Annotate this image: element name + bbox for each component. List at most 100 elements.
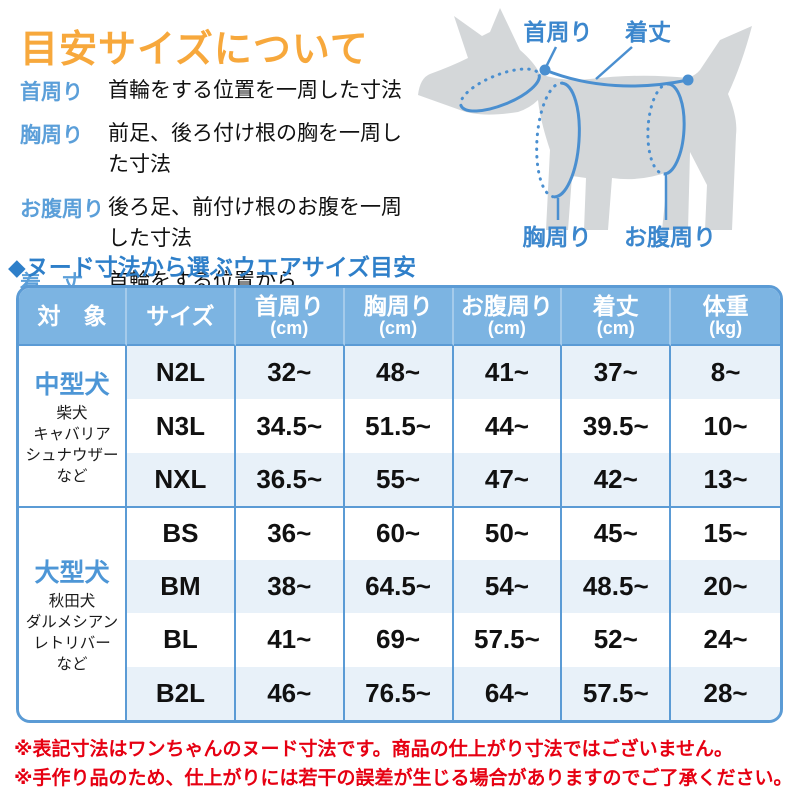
dog-diagram-svg: 首周り 着丈 胸周り お腹周り: [418, 8, 752, 250]
size-cell: N2L: [127, 346, 236, 400]
group-breed: など: [56, 655, 88, 673]
col-header-unit: (kg): [709, 317, 743, 338]
col-header-label: 首周り: [254, 293, 324, 320]
definition-belly: お腹周り 後ろ足、前付け根のお腹を一周した寸法: [20, 193, 420, 254]
dog-measurement-diagram: 首周り 着丈 胸周り お腹周り: [400, 0, 800, 258]
col-header-unit: (cm): [487, 317, 526, 338]
neck-cell: 32~: [235, 346, 345, 400]
diagram-label-length: 着丈: [625, 19, 671, 45]
length-cell: 37~: [562, 346, 672, 400]
col-header-target: 対 象: [19, 288, 127, 346]
col-header-weight: 体重 (kg): [671, 288, 780, 346]
size-cell: B2L: [127, 666, 236, 720]
chest-cell: 55~: [344, 452, 454, 507]
neck-ellipse: [459, 67, 541, 113]
group-category: 大型犬: [34, 558, 110, 587]
chest-cell: 51.5~: [344, 399, 454, 453]
col-header-label: お腹周り: [460, 293, 553, 320]
belly-cell: 44~: [453, 399, 563, 453]
group-large-dogs: 大型犬 秋田犬 ダルメシアン レトリバー など: [19, 506, 127, 720]
col-header-label: 胸周り: [363, 293, 433, 320]
belly-cell: 54~: [453, 559, 563, 614]
length-end-dot: [682, 74, 694, 86]
back-length-line: [544, 68, 689, 88]
group-breed: キャバリア: [33, 425, 111, 443]
diagram-label-chest: 胸周り: [523, 224, 592, 250]
belly-cell: 47~: [453, 452, 563, 507]
col-header-neck: 首周り (cm): [235, 288, 345, 346]
col-header-unit: (cm): [379, 317, 418, 338]
definition-desc: 後ろ足、前付け根のお腹を一周した寸法: [108, 196, 402, 250]
belly-cell: 64~: [453, 666, 563, 720]
weight-cell: 13~: [671, 452, 780, 507]
group-breed: 秋田犬: [48, 592, 96, 610]
chest-cell: 69~: [344, 613, 454, 667]
group-breed: シュナウザー: [25, 446, 119, 464]
length-cell: 42~: [562, 452, 672, 507]
footnotes: ※表記寸法はワンちゃんのヌード寸法です。商品の仕上がり寸法ではございません。 ※…: [14, 735, 794, 794]
definition-term: 胸周り: [20, 124, 83, 148]
col-header-size: サイズ: [127, 288, 236, 346]
group-category: 中型犬: [34, 370, 110, 399]
diagram-label-neck: 首周り: [524, 19, 593, 45]
definition-term: お腹周り: [20, 198, 104, 222]
length-cell: 57.5~: [562, 666, 672, 720]
col-header-unit: (cm): [596, 317, 635, 338]
footnote-handmade: ※手作り品のため、仕上がりには若干の誤差が生じる場合がありますのでご了承ください…: [14, 768, 793, 790]
col-header-unit: (cm): [270, 317, 309, 338]
length-start-dot: [539, 64, 551, 76]
definition-chest: 胸周り 前足、後ろ付け根の胸を一周した寸法: [20, 119, 420, 180]
belly-cell: 50~: [453, 506, 563, 560]
belly-cell: 57.5~: [453, 613, 563, 667]
size-cell: BL: [127, 613, 236, 667]
size-cell: BS: [127, 506, 236, 560]
weight-cell: 10~: [671, 399, 780, 453]
neck-cell: 34.5~: [235, 399, 345, 453]
diagram-label-belly: お腹周り: [624, 224, 716, 250]
weight-cell: 8~: [671, 346, 780, 400]
chest-cell: 76.5~: [344, 666, 454, 720]
neck-cell: 46~: [235, 666, 345, 720]
group-breed: 柴犬: [56, 404, 88, 422]
chest-cell: 64.5~: [344, 559, 454, 614]
neck-cell: 38~: [235, 559, 345, 614]
weight-cell: 20~: [671, 559, 780, 614]
group-medium-dogs: 中型犬 柴犬 キャバリア シュナウザー など: [19, 346, 127, 507]
length-cell: 45~: [562, 506, 672, 560]
footnote-nude-size: ※表記寸法はワンちゃんのヌード寸法です。商品の仕上がり寸法ではございません。: [14, 739, 734, 760]
size-table: 対 象 サイズ 首周り (cm) 胸周り (cm) お腹周り (cm) 着丈 (…: [16, 285, 783, 723]
page-title: 目安サイズについて: [20, 29, 369, 71]
chest-cell: 60~: [344, 506, 454, 560]
belly-cell: 41~: [453, 346, 563, 400]
size-cell: N3L: [127, 399, 236, 453]
definition-desc: 前足、後ろ付け根の胸を一周した寸法: [108, 122, 402, 176]
neck-cell: 36~: [235, 506, 345, 560]
group-breed: など: [56, 467, 88, 485]
definition-desc: 首輪をする位置を一周した寸法: [108, 79, 402, 102]
col-header-label: 体重: [702, 293, 749, 320]
size-cell: BM: [127, 559, 236, 614]
section-header: ◆ヌード寸法から選ぶウエアサイズ目安: [8, 254, 416, 280]
dog-silhouette: [418, 8, 752, 230]
length-leader-line: [595, 46, 633, 80]
chest-cell: 48~: [344, 346, 454, 400]
group-breed: ダルメシアン: [25, 613, 119, 631]
col-header-label: サイズ: [146, 302, 215, 329]
length-cell: 52~: [562, 613, 672, 667]
group-breed: レトリバー: [33, 634, 111, 652]
definition-neck: 首周り 首輪をする位置を一周した寸法: [20, 76, 420, 106]
weight-cell: 15~: [671, 506, 780, 560]
neck-leader-line: [544, 46, 558, 68]
col-header-length: 着丈 (cm): [562, 288, 672, 346]
length-cell: 48.5~: [562, 559, 672, 614]
weight-cell: 28~: [671, 666, 780, 720]
size-cell: NXL: [127, 452, 236, 507]
col-header-chest: 胸周り (cm): [344, 288, 454, 346]
weight-cell: 24~: [671, 613, 780, 667]
definition-term: 首周り: [20, 81, 83, 104]
neck-cell: 41~: [235, 613, 345, 667]
col-header-label: 着丈: [592, 293, 639, 320]
col-header-label: 対 象: [37, 302, 107, 329]
neck-cell: 36.5~: [235, 452, 345, 507]
